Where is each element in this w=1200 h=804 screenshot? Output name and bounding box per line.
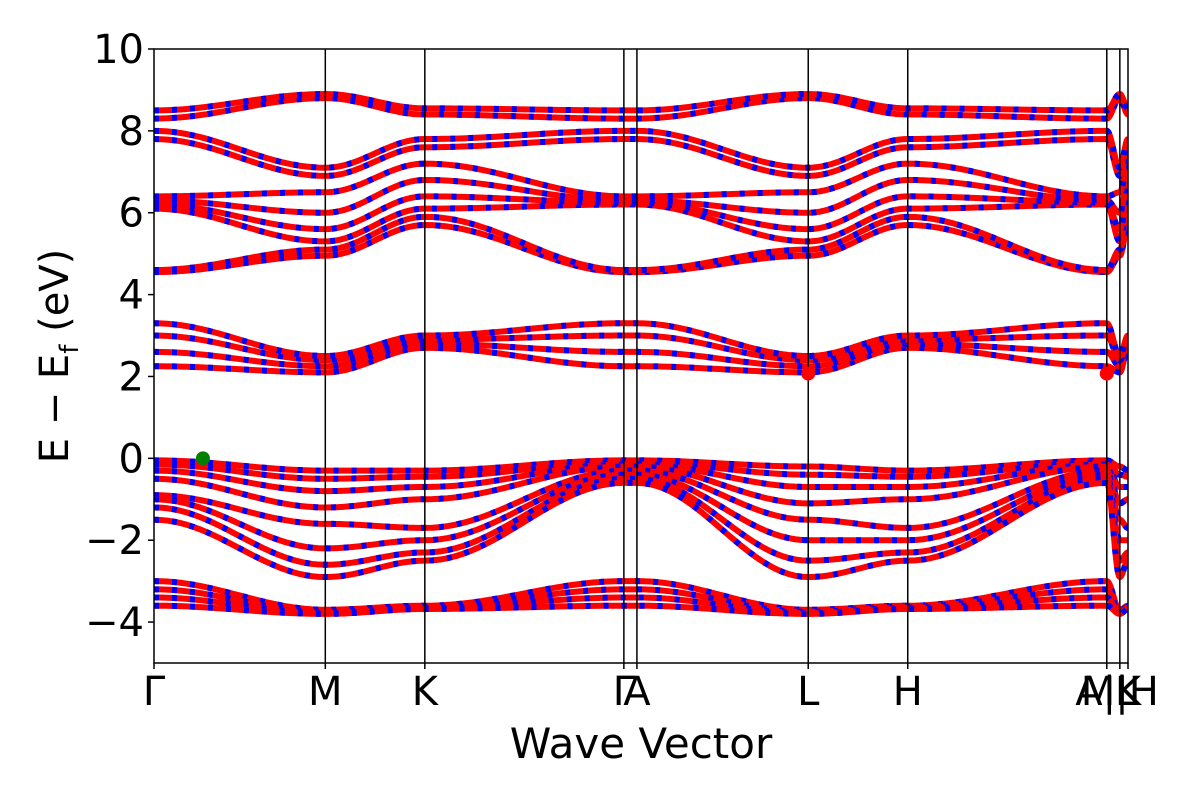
y-tick-label: 8 (119, 109, 144, 155)
band-group (154, 320, 1128, 376)
y-axis-label-main: E − E (32, 354, 78, 464)
band-group (154, 457, 1128, 581)
band-line-overlay (154, 320, 1128, 360)
bands-layer (154, 91, 1128, 617)
cbm-marker (801, 366, 816, 381)
x-tick-label: H (893, 669, 923, 715)
band-line-overlay (154, 127, 1128, 171)
band-line (154, 213, 1128, 274)
band-line-overlay (154, 160, 1128, 200)
x-tick-label: K (1115, 669, 1143, 715)
x-tick-label: M (308, 669, 343, 715)
band-line-overlay (154, 176, 1128, 216)
band-group (154, 91, 1128, 180)
band-line-overlay (154, 471, 1128, 552)
band-line-overlay (154, 91, 1128, 114)
band-group (154, 578, 1128, 617)
y-axis-label-unit: (eV) (32, 249, 78, 345)
x-axis-ticks: Γ M K ΓA L H A|LM|HK (143, 663, 1159, 715)
x-tick-label: A (623, 669, 651, 715)
x-tick-label: Γ (613, 669, 636, 715)
y-tick-label: 2 (119, 354, 144, 400)
band-line-overlay (154, 463, 1128, 511)
high-symmetry-lines (324, 49, 1121, 663)
y-tick-label: −2 (85, 518, 144, 564)
y-axis-label-subscript: f (55, 344, 85, 354)
band-line-overlay (154, 136, 1128, 180)
band-line-overlay (154, 479, 1128, 581)
y-tick-label: 4 (119, 273, 144, 319)
band-group (154, 160, 1128, 276)
plot-frame (153, 48, 1129, 664)
x-tick-label: A|L (1075, 669, 1139, 715)
band-edge-markers (195, 366, 1114, 466)
y-axis-label: E − Ef (eV) (32, 249, 85, 464)
x-tick-label: K (412, 669, 440, 715)
x-tick-label: Γ (143, 669, 166, 715)
band-line-overlay (154, 193, 1128, 233)
x-tick-label: L (797, 669, 820, 715)
y-tick-label: 6 (119, 191, 144, 237)
y-tick-label: −4 (85, 600, 144, 646)
x-tick-label: M|H (1081, 669, 1159, 715)
y-tick-label: 0 (119, 436, 144, 482)
band-line (154, 602, 1128, 617)
x-axis-label: Wave Vector (510, 719, 773, 768)
band-line (154, 340, 1128, 370)
band-line (154, 344, 1128, 376)
band-line (154, 91, 1128, 114)
cbm-marker (1099, 366, 1114, 381)
y-axis-ticks: −4 −2 0 2 4 6 8 10 (85, 27, 154, 646)
vbm-marker (195, 451, 210, 466)
y-tick-label: 10 (93, 27, 144, 73)
